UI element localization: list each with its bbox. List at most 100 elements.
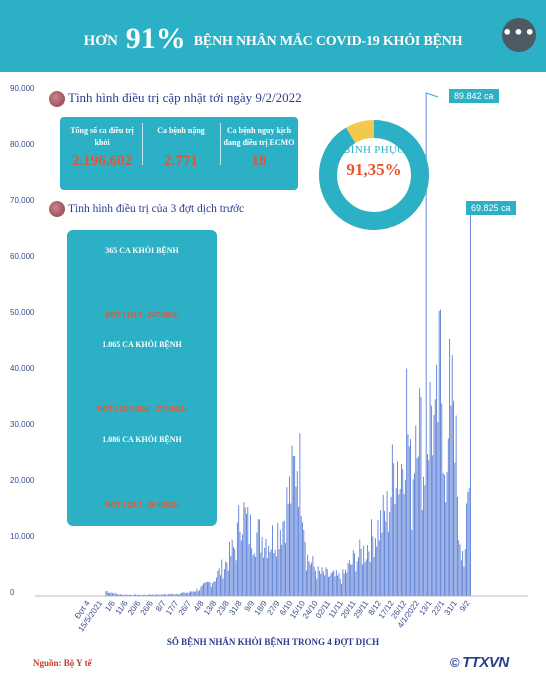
- bar: [134, 594, 135, 596]
- bar: [247, 506, 249, 596]
- logo-text: TTXVN: [462, 654, 509, 671]
- bar: [361, 564, 363, 596]
- wave-3-title: 1.086 CA KHỎI BỆNH: [102, 435, 182, 444]
- bar: [236, 522, 238, 596]
- bar: [312, 555, 314, 596]
- bar: [351, 564, 353, 596]
- bar: [411, 529, 413, 596]
- bar: [160, 594, 161, 596]
- bar: [126, 594, 128, 596]
- bar: [195, 591, 197, 596]
- x-tick-label: 17/7: [164, 599, 181, 617]
- stat-label: Tổng số ca điều trị khỏi: [70, 126, 134, 147]
- title-suffix: BỆNH NHÂN MẮC COVID-19 KHỎI BỆNH: [193, 34, 463, 49]
- bar: [403, 493, 405, 596]
- bar: [217, 571, 219, 596]
- bar: [118, 594, 120, 596]
- bar: [231, 539, 233, 596]
- bar: [213, 581, 215, 596]
- bar: [324, 575, 326, 596]
- previous-waves-panel: [67, 230, 217, 526]
- bar: [358, 557, 359, 596]
- bar: [305, 570, 307, 596]
- stat-label: Ca bệnh nguy kịch đang điều trị ECMO: [223, 126, 295, 147]
- header-banner: HƠN 91% BỆNH NHÂN MẮC COVID-19 KHỎI BỆNH…: [0, 0, 546, 72]
- bar: [440, 309, 441, 596]
- bar: [427, 454, 428, 596]
- bar: [158, 594, 160, 596]
- bar: [348, 560, 350, 596]
- bar: [360, 548, 362, 596]
- bar: [117, 594, 119, 596]
- bar: [283, 520, 285, 596]
- bar: [433, 414, 435, 596]
- bar: [234, 549, 236, 596]
- bar: [368, 551, 370, 596]
- bar: [462, 550, 464, 596]
- bar: [166, 594, 168, 596]
- bar: [317, 566, 319, 596]
- bar: [148, 594, 150, 596]
- bar: [322, 571, 324, 596]
- bar: [443, 474, 445, 596]
- bar: [225, 561, 227, 596]
- bar: [108, 592, 109, 596]
- bar: [402, 469, 404, 596]
- bar: [220, 575, 221, 596]
- page-title: HƠN 91% BỆNH NHÂN MẮC COVID-19 KHỎI BỆNH: [0, 22, 546, 56]
- bar: [242, 534, 244, 596]
- bar: [230, 555, 232, 596]
- bar: [423, 476, 425, 596]
- bar: [214, 581, 216, 596]
- bar: [334, 576, 336, 596]
- bar: [206, 581, 208, 596]
- bar: [201, 585, 203, 596]
- bar: [425, 92, 427, 596]
- x-tick-label: 13/8: [202, 599, 219, 617]
- bar: [131, 595, 133, 596]
- bar: [437, 422, 439, 596]
- x-axis-title: SỐ BỆNH NHÂN KHỎI BỆNH TRONG 4 ĐỢT DỊCH: [166, 637, 380, 647]
- bar: [300, 516, 302, 596]
- bar: [359, 539, 361, 596]
- bar: [114, 592, 116, 596]
- bar: [455, 415, 457, 596]
- bar: [269, 551, 271, 596]
- x-tick-label: 31/1: [443, 599, 460, 617]
- bar: [111, 592, 113, 596]
- bar: [365, 559, 367, 596]
- bar: [216, 577, 217, 596]
- bar: [451, 355, 453, 596]
- bar: [122, 595, 124, 596]
- bar: [143, 594, 145, 596]
- bar: [298, 506, 300, 596]
- bar: [165, 594, 167, 596]
- bar: [387, 531, 389, 596]
- bar: [445, 502, 447, 596]
- bar: [171, 593, 173, 596]
- bar: [260, 552, 262, 596]
- more-options-button[interactable]: •••: [502, 18, 536, 52]
- bar: [229, 541, 231, 596]
- bar: [378, 540, 380, 596]
- bar: [106, 591, 108, 596]
- bar: [325, 567, 327, 596]
- bar: [279, 530, 281, 596]
- bar: [144, 594, 146, 596]
- bar: [256, 532, 258, 596]
- bar: [419, 388, 421, 596]
- bar: [286, 487, 288, 596]
- bar: [248, 544, 250, 596]
- stat-total-recovered: Tổng số ca điều trị khỏi 2.196.602: [64, 125, 140, 170]
- bar: [386, 491, 388, 596]
- bar: [205, 582, 207, 596]
- bar: [376, 546, 378, 596]
- bar: [407, 434, 409, 596]
- bar: [307, 554, 309, 596]
- x-tick-label: 13/1: [417, 599, 434, 617]
- bar: [289, 476, 290, 596]
- bar: [196, 588, 198, 596]
- stat-value: 18: [251, 153, 267, 169]
- bar: [218, 568, 220, 596]
- bar: [275, 556, 277, 596]
